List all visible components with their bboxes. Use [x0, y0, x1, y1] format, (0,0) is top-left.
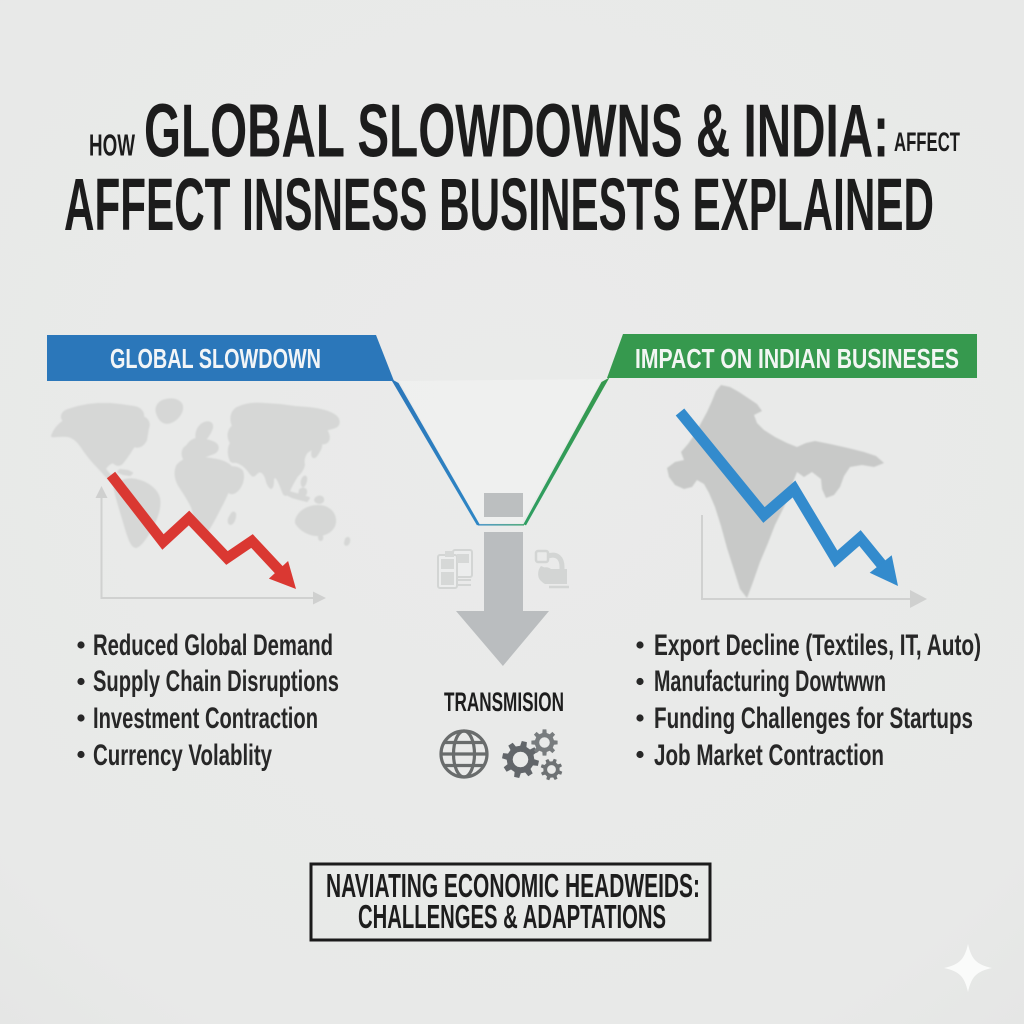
svg-text:TRANSMISION: TRANSMISION	[444, 687, 564, 717]
svg-text:CHALLENGES & ADAPTATIONS: CHALLENGES & ADAPTATIONS	[358, 898, 666, 935]
svg-text:HOW: HOW	[89, 128, 135, 163]
svg-text:Job Market Contraction: Job Market Contraction	[654, 739, 884, 772]
svg-text:Supply Chain Disruptions: Supply Chain Disruptions	[93, 665, 339, 698]
svg-text:IMPACT ON INDIAN BUSINESES: IMPACT ON INDIAN BUSINESES	[635, 343, 959, 374]
svg-text:Reduced Global Demand: Reduced Global Demand	[93, 629, 333, 662]
svg-text:AFFECT: AFFECT	[894, 127, 960, 157]
svg-text:Currency Volablity: Currency Volablity	[93, 739, 272, 772]
svg-text:GLOBAL SLOWDOWNS & INDIA:: GLOBAL SLOWDOWNS & INDIA:	[144, 89, 889, 173]
svg-text:Funding Challenges for Startup: Funding Challenges for Startups	[654, 702, 973, 735]
svg-text:AFFECT INSNESS BUSINESTS EXPLA: AFFECT INSNESS BUSINESTS EXPLAINED	[64, 163, 934, 246]
svg-text:Manufacturing Dowtwwn: Manufacturing Dowtwwn	[654, 665, 886, 698]
svg-text:Export Decline (Textiles, IT,: Export Decline (Textiles, IT, Auto)	[654, 629, 981, 662]
svg-text:Investment Contraction: Investment Contraction	[93, 702, 318, 735]
svg-text:NAVIATING ECONOMIC HEADWEIDS:: NAVIATING ECONOMIC HEADWEIDS:	[326, 867, 700, 904]
svg-text:GLOBAL SLOWDOWN: GLOBAL SLOWDOWN	[110, 343, 321, 374]
